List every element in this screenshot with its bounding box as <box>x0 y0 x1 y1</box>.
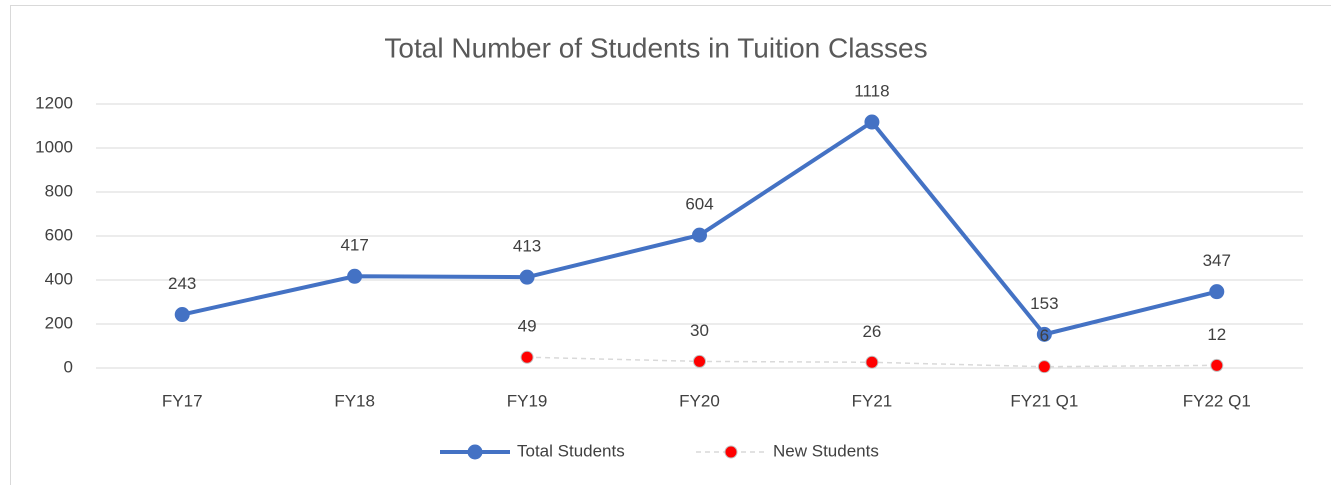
chart-frame <box>10 5 1331 485</box>
marker <box>692 227 707 243</box>
y-tick-label: 0 <box>64 357 73 376</box>
marker <box>1209 284 1225 300</box>
x-tick-label: FY21 Q1 <box>1010 391 1078 410</box>
y-tick-label: 1000 <box>35 137 73 156</box>
data-label: 30 <box>690 321 709 340</box>
data-label: 6 <box>1040 326 1049 345</box>
data-label: 26 <box>862 322 881 341</box>
y-tick-label: 1200 <box>35 93 73 112</box>
y-tick-label: 200 <box>45 313 73 332</box>
data-label: 243 <box>168 274 196 293</box>
y-tick-label: 800 <box>45 181 73 200</box>
x-tick-label: FY18 <box>334 391 375 410</box>
x-tick-label: FY20 <box>679 391 720 410</box>
legend-marker <box>467 444 483 460</box>
legend-marker <box>724 445 738 459</box>
marker <box>693 354 706 368</box>
chart-title: Total Number of Students in Tuition Clas… <box>384 32 927 63</box>
marker <box>1036 326 1052 342</box>
marker <box>519 269 535 285</box>
x-tick-label: FY17 <box>162 391 203 410</box>
marker <box>347 268 363 284</box>
legend-label: Total Students <box>517 441 625 460</box>
data-label: 1118 <box>854 82 889 101</box>
x-tick-label: FY19 <box>507 391 548 410</box>
data-label: 153 <box>1030 294 1058 313</box>
marker <box>1037 360 1051 374</box>
marker <box>864 114 880 130</box>
marker <box>865 355 879 369</box>
data-label: 417 <box>340 236 368 255</box>
y-tick-label: 600 <box>45 225 73 244</box>
data-label: 413 <box>513 237 541 256</box>
legend-label: New Students <box>773 441 879 460</box>
y-tick-label: 400 <box>45 269 73 288</box>
data-label: 604 <box>685 195 713 214</box>
x-tick-label: FY22 Q1 <box>1183 391 1251 410</box>
x-tick-label: FY21 <box>852 391 893 410</box>
data-label: 49 <box>518 317 537 336</box>
marker <box>174 307 190 323</box>
marker <box>1210 358 1224 372</box>
marker <box>520 350 534 364</box>
data-label: 12 <box>1207 325 1226 344</box>
data-label: 347 <box>1203 251 1231 270</box>
